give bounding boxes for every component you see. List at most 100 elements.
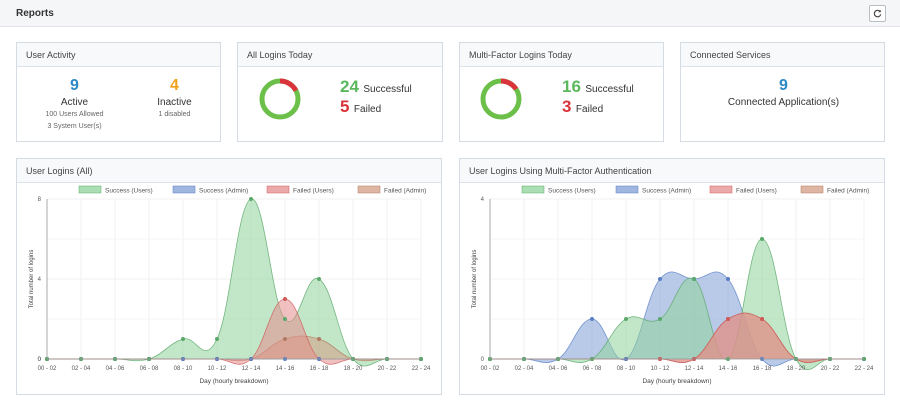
legend-label[interactable]: Success (Users) [105, 188, 153, 195]
x-tick-label: 16 - 18 [753, 366, 772, 372]
active-label: Active [60, 97, 89, 108]
connected-services-panel: Connected Services 9 Connected Applicati… [680, 42, 885, 142]
x-tick-label: 14 - 16 [719, 366, 738, 372]
x-tick-label: 10 - 12 [651, 366, 670, 372]
x-axis-label: Day (hourly breakdown) [642, 378, 711, 385]
top-bar: Reports [0, 0, 900, 27]
legend-swatch[interactable] [615, 185, 639, 194]
all-logins-panel: All Logins Today 24 Successful 5 Failed [237, 42, 443, 142]
active-users-block: 9 Active 100 Users Allowed 3 System User… [17, 77, 132, 130]
data-point[interactable] [692, 277, 696, 281]
data-point[interactable] [283, 297, 287, 301]
user-logins-all-panel: User Logins (All) Success (Users) Success… [16, 158, 442, 395]
data-point[interactable] [249, 197, 253, 201]
all-logins-title: All Logins Today [238, 43, 442, 67]
data-point[interactable] [726, 317, 730, 321]
all-logins-failed-arc [259, 78, 301, 120]
data-point[interactable] [317, 277, 321, 281]
all-success-label: Successful [363, 84, 412, 95]
x-tick-label: 02 - 04 [515, 366, 534, 372]
x-tick-label: 08 - 10 [617, 366, 636, 372]
legend-label[interactable]: Failed (Admin) [827, 188, 869, 195]
x-tick-label: 22 - 24 [412, 366, 431, 372]
y-tick-label: 0 [481, 357, 485, 363]
connected-services-title: Connected Services [681, 43, 884, 67]
inactive-users-block: 4 Inactive 1 disabled [122, 77, 227, 118]
series-area-2 [490, 313, 864, 363]
data-point[interactable] [283, 317, 287, 321]
data-point[interactable] [317, 337, 321, 341]
x-tick-label: 16 - 18 [310, 366, 329, 372]
data-point[interactable] [590, 317, 594, 321]
legend-label[interactable]: Success (Admin) [199, 188, 248, 195]
legend-swatch[interactable] [172, 185, 196, 194]
series-area-0 [47, 198, 421, 367]
data-point[interactable] [658, 277, 662, 281]
inactive-count: 4 [170, 77, 179, 94]
legend-label[interactable]: Failed (Users) [293, 188, 334, 195]
data-point[interactable] [658, 317, 662, 321]
mfa-logins-donut [480, 78, 522, 120]
x-tick-label: 00 - 02 [38, 366, 57, 372]
disabled-count: 1 disabled [158, 111, 191, 118]
x-tick-label: 02 - 04 [72, 366, 91, 372]
legend-swatch[interactable] [357, 185, 381, 194]
chart-legend: Success (Users) Success (Admin) Failed (Us… [78, 185, 426, 195]
x-tick-label: 12 - 14 [242, 366, 261, 372]
refresh-button[interactable] [869, 5, 886, 22]
data-point[interactable] [624, 317, 628, 321]
mfa-logins-success: 16 Successful [562, 77, 634, 97]
mfa-failed-label: Failed [575, 104, 604, 115]
legend-label[interactable]: Failed (Users) [736, 188, 777, 195]
legend-swatch[interactable] [521, 185, 545, 194]
users-allowed: 100 Users Allowed [45, 111, 104, 118]
data-point[interactable] [760, 317, 764, 321]
all-success-count: 24 [340, 77, 359, 96]
x-tick-label: 20 - 22 [378, 366, 397, 372]
x-tick-label: 08 - 10 [174, 366, 193, 372]
system-users: 3 System User(s) [47, 123, 102, 130]
x-tick-label: 22 - 24 [855, 366, 874, 372]
mfa-logins-failed: 3 Failed [562, 97, 603, 117]
user-activity-title: User Activity [17, 43, 220, 67]
legend-label[interactable]: Success (Users) [548, 188, 596, 195]
data-point[interactable] [181, 337, 185, 341]
y-axis-label: Total number of logins [29, 250, 35, 309]
all-logins-failed: 5 Failed [340, 97, 381, 117]
all-failed-label: Failed [353, 104, 382, 115]
data-point[interactable] [283, 337, 287, 341]
mfa-logins-failed-arc [480, 78, 522, 120]
mfa-logins-title: Multi-Factor Logins Today [460, 43, 663, 67]
y-tick-label: 8 [38, 197, 42, 203]
active-count: 9 [70, 77, 79, 94]
y-axis-label: Total number of logins [472, 250, 478, 309]
x-tick-label: 06 - 08 [583, 366, 602, 372]
legend-swatch[interactable] [709, 185, 733, 194]
y-tick-label: 4 [481, 197, 485, 203]
legend-swatch[interactable] [800, 185, 824, 194]
legend-label[interactable]: Failed (Admin) [384, 188, 426, 195]
all-logins-donut [259, 78, 301, 120]
connected-count: 9 [779, 77, 788, 94]
y-tick-label: 0 [38, 357, 42, 363]
series-area-0 [490, 239, 864, 370]
data-point[interactable] [760, 237, 764, 241]
legend-swatch[interactable] [266, 185, 290, 194]
refresh-icon [873, 9, 882, 18]
y-tick-label: 0 [38, 357, 42, 363]
mfa-logins-panel: Multi-Factor Logins Today 16 Successful … [459, 42, 664, 142]
x-tick-label: 18 - 20 [787, 366, 806, 372]
inactive-label: Inactive [157, 97, 192, 108]
mfa-success-label: Successful [585, 84, 634, 95]
x-tick-label: 04 - 06 [106, 366, 125, 372]
x-tick-label: 06 - 08 [140, 366, 159, 372]
legend-swatch[interactable] [78, 185, 102, 194]
x-tick-label: 20 - 22 [821, 366, 840, 372]
legend-label[interactable]: Success (Admin) [642, 188, 691, 195]
all-failed-count: 5 [340, 97, 350, 116]
mfa-success-count: 16 [562, 77, 581, 96]
user-logins-all-title: User Logins (All) [17, 159, 441, 183]
series-area-3 [47, 336, 421, 361]
data-point[interactable] [215, 337, 219, 341]
data-point[interactable] [726, 277, 730, 281]
